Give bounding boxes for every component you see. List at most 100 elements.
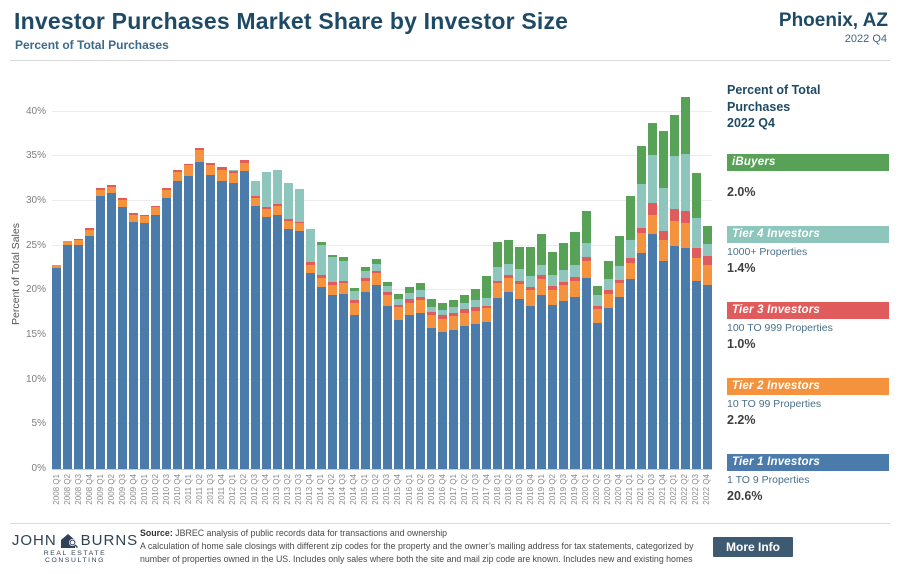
bar-2016-Q4[interactable] [438,302,448,469]
bar-2008-Q1[interactable] [52,265,62,469]
segment-tier-1-investors [118,207,128,469]
bar-2015-Q3[interactable] [382,281,392,469]
segment-tier-2-investors [416,300,426,313]
bar-2010-Q3[interactable] [162,187,172,469]
segment-tier-2-investors [548,289,558,305]
bar-2022-Q2[interactable] [680,96,690,469]
segment-tier-1-investors [570,296,580,469]
bar-2014-Q2[interactable] [327,254,337,469]
bar-2015-Q4[interactable] [393,294,403,469]
bar-2020-Q1[interactable] [581,210,591,469]
gridline-5% [52,423,712,425]
segment-tier-2-investors [173,171,183,182]
segment-tier-4-investors [349,291,359,301]
bar-2017-Q2[interactable] [460,294,470,469]
bar-2018-Q3[interactable] [515,246,525,469]
bar-2011-Q2[interactable] [195,147,205,469]
segment-tier-1-investors [283,228,293,469]
bar-2012-Q1[interactable] [228,169,238,469]
segment-tier-2-investors [129,214,139,222]
bar-2019-Q2[interactable] [548,252,558,469]
bar-2017-Q1[interactable] [449,300,459,469]
bar-2011-Q3[interactable] [206,162,216,469]
segment-tier-4-investors [371,263,381,271]
bar-2016-Q1[interactable] [405,286,415,469]
bar-2017-Q3[interactable] [471,288,481,469]
x-tick-label: 2010 Q1 [139,474,149,505]
x-tick-label: 2011 Q4 [216,474,226,505]
bar-2015-Q2[interactable] [371,259,381,469]
bar-2018-Q1[interactable] [493,242,503,469]
bar-2021-Q2[interactable] [636,145,646,469]
segment-tier-1-investors [217,180,227,469]
bar-2022-Q1[interactable] [669,115,679,469]
bar-2019-Q1[interactable] [537,234,547,469]
bar-2009-Q4[interactable] [129,212,139,469]
x-tick-label: 2012 Q4 [261,474,271,505]
bar-2008-Q3[interactable] [74,238,84,469]
segment-tier-3-investors [173,169,183,172]
x-tick-label: 2013 Q2 [283,474,293,505]
bar-2015-Q1[interactable] [360,267,370,469]
bar-2017-Q4[interactable] [482,276,492,469]
more-info-button[interactable]: More Info [713,537,793,557]
bar-2021-Q3[interactable] [647,122,657,469]
segment-tier-3-investors [360,277,370,281]
bar-2019-Q4[interactable] [570,232,580,469]
bar-2010-Q4[interactable] [173,169,183,469]
bar-2009-Q1[interactable] [96,187,106,469]
bar-2021-Q4[interactable] [658,130,668,469]
bar-2013-Q3[interactable] [294,188,304,469]
bar-2011-Q1[interactable] [184,163,194,469]
bar-2018-Q2[interactable] [504,239,514,469]
bar-2009-Q3[interactable] [118,198,128,469]
segment-tier-3-investors [283,218,293,221]
x-tick-label: 2009 Q4 [128,474,138,505]
bar-2013-Q1[interactable] [272,169,282,469]
y-tick-label: 15% [25,329,46,341]
x-tick-label: 2012 Q1 [228,474,238,505]
segment-tier-1-investors [493,297,503,469]
bar-2010-Q2[interactable] [151,205,161,469]
bar-2020-Q2[interactable] [592,285,602,469]
bar-2009-Q2[interactable] [107,185,117,469]
bar-2013-Q2[interactable] [283,183,293,469]
y-tick-label: 35% [25,150,46,162]
bar-2021-Q1[interactable] [625,195,635,469]
bar-2008-Q2[interactable] [63,241,73,469]
bar-2012-Q4[interactable] [261,171,271,469]
bar-2008-Q4[interactable] [85,227,95,469]
segment-tier-4-investors [316,244,326,276]
bar-2014-Q3[interactable] [338,257,348,469]
bar-2020-Q3[interactable] [603,260,613,469]
segment-tier-1-investors [239,170,249,469]
segment-ibuyers [393,294,403,300]
bar-2011-Q4[interactable] [217,167,227,469]
segment-tier-2-investors [493,283,503,298]
bar-2012-Q3[interactable] [250,180,260,469]
segment-tier-1-investors [162,198,172,469]
bar-2022-Q3[interactable] [691,172,701,469]
bar-2010-Q1[interactable] [140,214,150,469]
bar-2019-Q3[interactable] [559,243,569,469]
segment-ibuyers [702,226,712,244]
bar-2018-Q4[interactable] [526,246,536,469]
segment-tier-4-investors [504,263,514,276]
bar-2022-Q4[interactable] [702,226,712,469]
bar-2016-Q2[interactable] [416,283,426,469]
segment-tier-3-investors [371,270,381,274]
bar-2020-Q4[interactable] [614,235,624,469]
x-tick-label: 2021 Q3 [647,474,657,505]
x-tick-label: 2017 Q4 [481,474,491,505]
segment-tier-3-investors [382,292,392,295]
bar-2014-Q4[interactable] [349,287,359,469]
segment-tier-2-investors [360,280,370,293]
chart-plot-area [52,85,712,470]
bar-2013-Q4[interactable] [305,228,315,469]
bar-2012-Q2[interactable] [239,160,249,469]
bar-2016-Q3[interactable] [427,299,437,469]
segment-tier-4-investors [460,302,470,310]
x-tick-label: 2011 Q3 [205,474,215,505]
segment-tier-2-investors [228,173,238,184]
bar-2014-Q1[interactable] [316,242,326,469]
